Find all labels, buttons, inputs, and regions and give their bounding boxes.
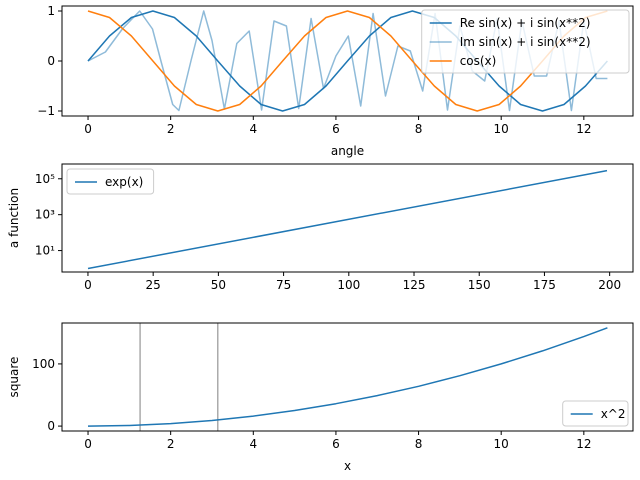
legend: x^2 xyxy=(562,400,629,427)
x-tick-label: 8 xyxy=(415,437,423,451)
x-tick-label: 4 xyxy=(249,122,257,136)
legend-frame xyxy=(421,9,630,74)
x-tick-label: 4 xyxy=(249,437,257,451)
y-tick-label: 10³ xyxy=(35,208,55,222)
x-tick-label: 12 xyxy=(576,437,591,451)
x-tick-label: 150 xyxy=(468,278,491,292)
x-tick-label: 8 xyxy=(415,122,423,136)
axes-frame xyxy=(61,163,634,273)
y-tick-label: −1 xyxy=(37,104,55,118)
axes-frame xyxy=(61,5,634,117)
x-tick-label: 0 xyxy=(84,437,92,451)
legend-label: Re sin(x) + i sin(x**2) xyxy=(460,16,591,30)
x-axis-label: x xyxy=(344,459,351,473)
subplot-exponential: 0 25 50 75 100 125 150 175 200 10¹ 10³ 10⁵ a funct… xyxy=(7,163,634,292)
x-tick-label: 12 xyxy=(576,122,591,136)
x-tick-label: 10 xyxy=(494,122,509,136)
x-tick-label: 175 xyxy=(533,278,556,292)
subplot-waves: 0 2 4 6 8 10 12 −1 0 1 angle Re sin(x) + i sin(x… xyxy=(37,4,634,158)
y-tick-label: 1 xyxy=(47,4,55,18)
series-line-exp-x xyxy=(87,169,608,270)
x-tick-label: 6 xyxy=(332,437,340,451)
legend-frame xyxy=(66,168,155,195)
series-line-re-sin-x-i-sin-x-2 xyxy=(87,10,608,112)
legend-label: exp(x) xyxy=(105,175,143,189)
y-tick-label: 100 xyxy=(32,357,55,371)
y-tick-label: 10⁵ xyxy=(35,172,55,186)
x-tick-label: 50 xyxy=(211,278,226,292)
legend-frame xyxy=(562,400,629,427)
legend-label: Im sin(x) + i sin(x**2) xyxy=(460,35,591,49)
y-tick-label: 0 xyxy=(47,54,55,68)
legend-label: x^2 xyxy=(601,407,626,421)
x-tick-label: 25 xyxy=(146,278,161,292)
subplot-square: 0 2 4 6 8 10 12 0 100 x square x^2 xyxy=(7,322,634,473)
y-tick-label: 0 xyxy=(47,419,55,433)
legend: Re sin(x) + i sin(x**2) Im sin(x) + i sin… xyxy=(421,9,630,74)
y-tick-label: 10¹ xyxy=(35,244,55,258)
x-axis-label: angle xyxy=(331,144,364,158)
x-tick-label: 125 xyxy=(403,278,426,292)
series-line-x-2 xyxy=(87,327,608,427)
x-tick-label: 0 xyxy=(84,278,92,292)
x-tick-label: 100 xyxy=(337,278,360,292)
x-tick-label: 6 xyxy=(332,122,340,136)
series-line-cos-x xyxy=(87,10,608,112)
axes-frame xyxy=(61,322,634,432)
x-tick-label: 0 xyxy=(84,122,92,136)
legend-label: cos(x) xyxy=(460,54,497,68)
x-tick-label: 2 xyxy=(167,122,175,136)
x-tick-label: 10 xyxy=(494,437,509,451)
y-axis-label: square xyxy=(7,357,21,398)
y-axis-label: a function xyxy=(7,188,21,248)
x-tick-label: 200 xyxy=(598,278,621,292)
legend: exp(x) xyxy=(66,168,155,195)
x-tick-label: 2 xyxy=(167,437,175,451)
x-tick-label: 75 xyxy=(276,278,291,292)
